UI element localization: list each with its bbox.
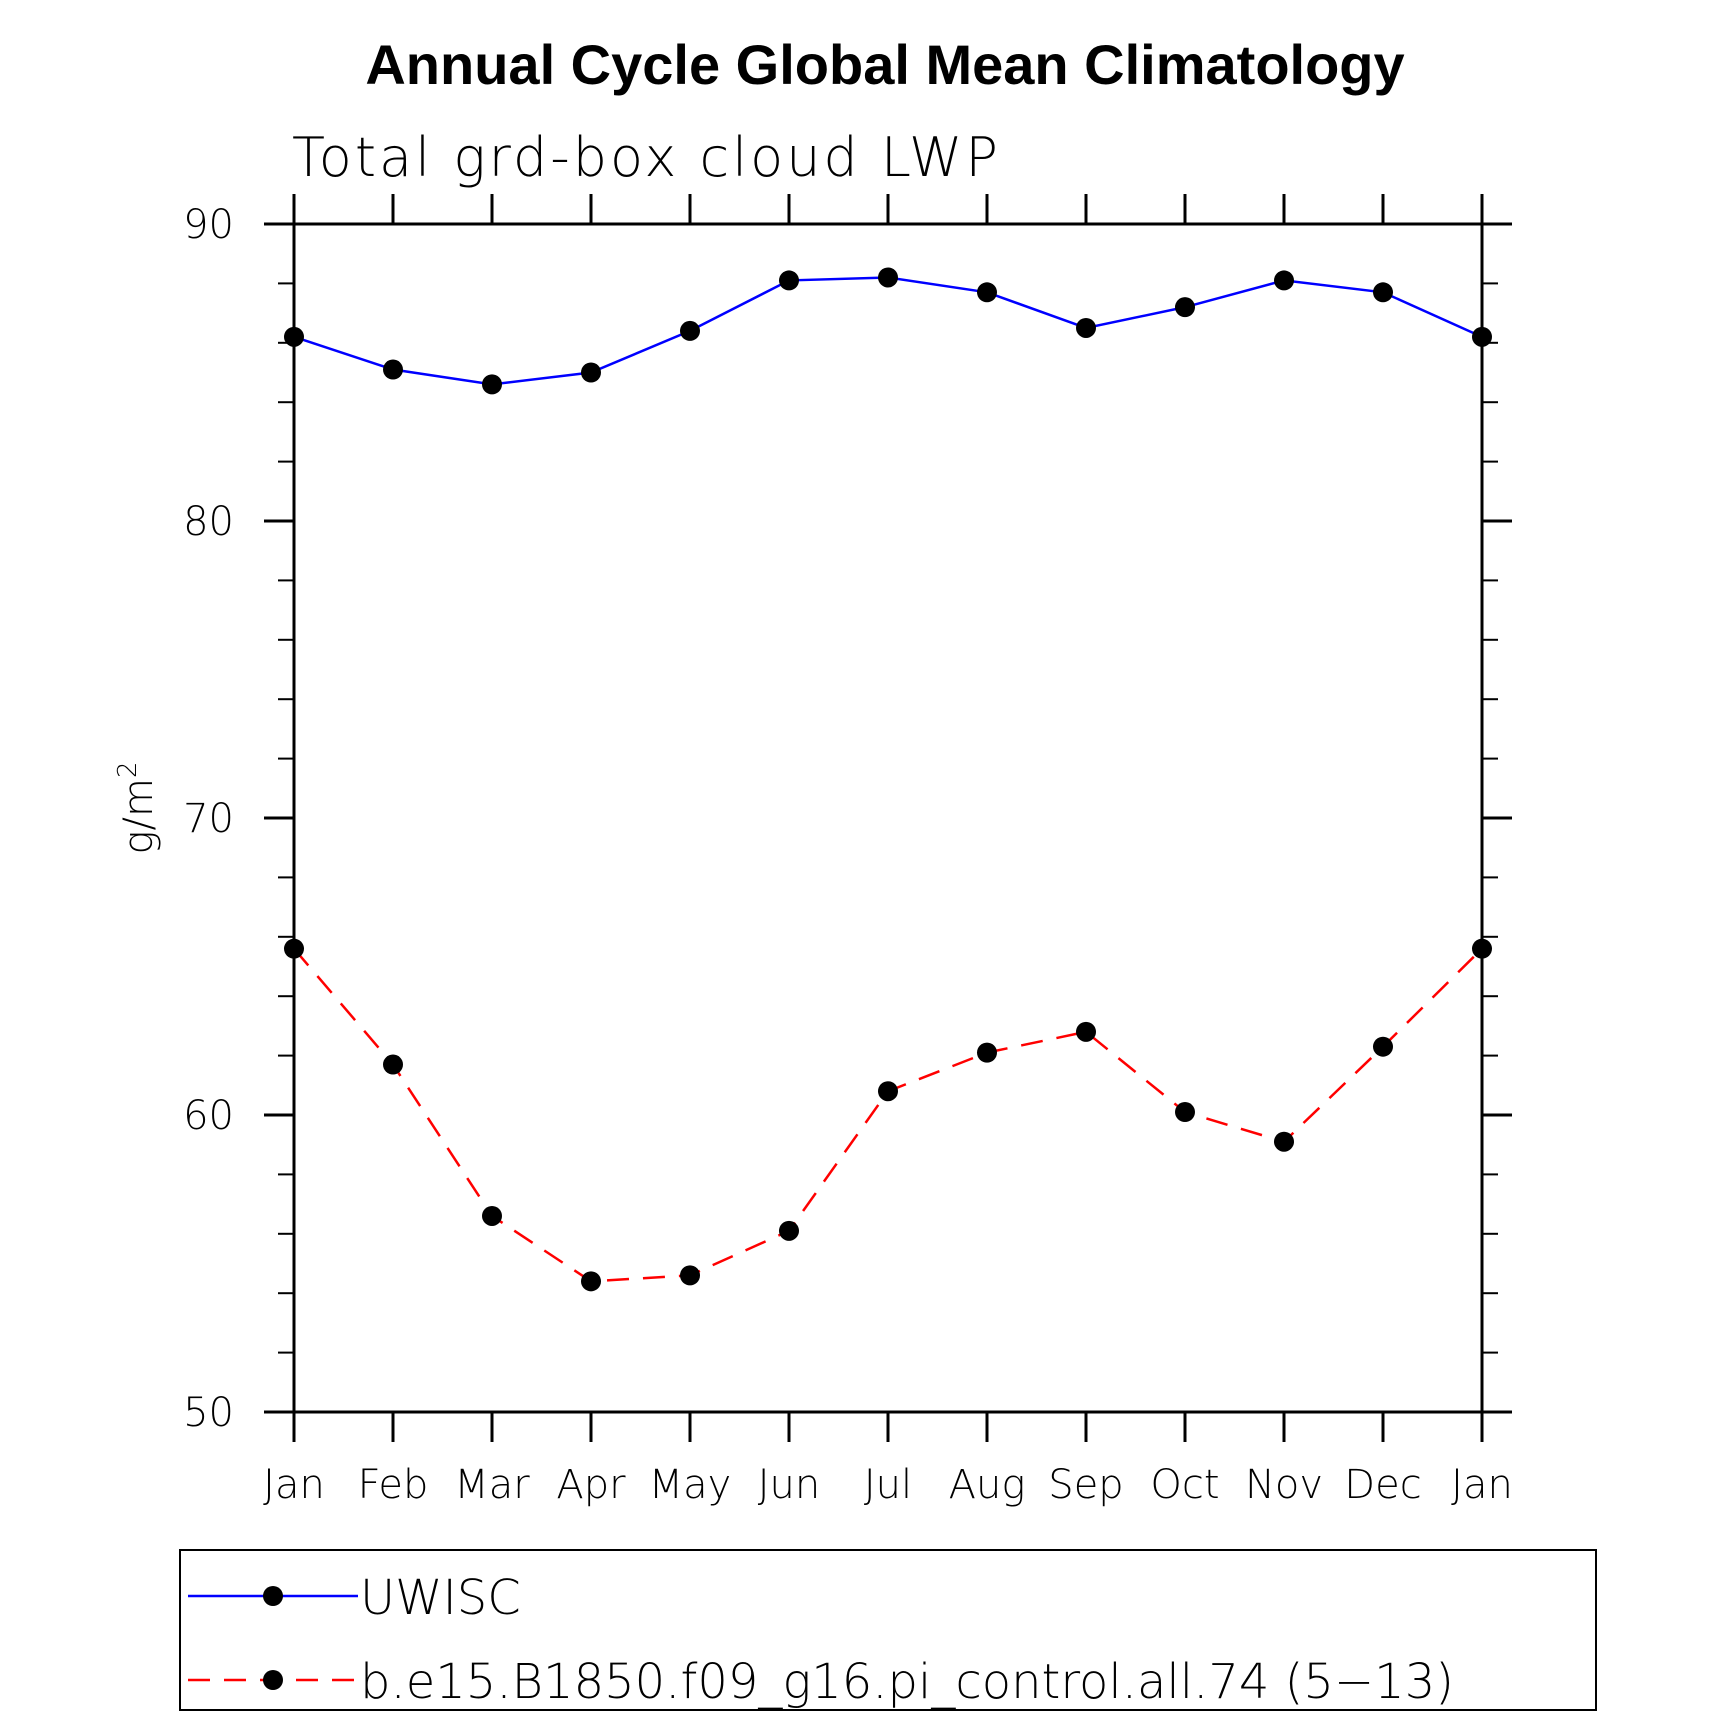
- y-axis-label: g/m2: [113, 762, 162, 855]
- series-2-point: [779, 1220, 799, 1241]
- y-tick-label: 60: [183, 1093, 234, 1139]
- series-1-point: [878, 267, 898, 288]
- legend-marker-1: [263, 1586, 283, 1606]
- series-line-2: [293, 947, 1483, 1283]
- series-1-point: [581, 362, 601, 383]
- y-tick-label: 70: [183, 796, 234, 842]
- series-1-point: [284, 326, 304, 347]
- series-2-point: [680, 1265, 700, 1286]
- series-1-point: [1373, 282, 1393, 303]
- x-tick-label: Jun: [758, 1462, 821, 1508]
- x-tick-label: Dec: [1344, 1462, 1421, 1508]
- series-1-point: [1175, 297, 1195, 318]
- chart-title: Annual Cycle Global Mean Climatology: [365, 33, 1404, 96]
- series-2-point: [284, 938, 304, 959]
- series-1-point: [383, 359, 403, 380]
- series-2-point: [977, 1042, 997, 1063]
- legend: UWISC b.e15.B1850.f09_g16.pi_control.all.…: [179, 1549, 1597, 1711]
- series-1-point: [482, 374, 502, 395]
- series-line-1: [293, 276, 1483, 386]
- series-1-point: [977, 282, 997, 303]
- x-tick-label: Feb: [358, 1462, 429, 1508]
- x-tick-label: May: [649, 1462, 732, 1508]
- series-1-point: [680, 320, 700, 341]
- axes-ticks: Jan Feb Mar Apr May Jun Jul Aug Sep Oct Nov Dec Jan 5…: [183, 194, 1513, 1508]
- series-2-point: [1472, 938, 1492, 959]
- x-tick-label: Sep: [1048, 1462, 1123, 1508]
- series-2-point: [1175, 1102, 1195, 1123]
- series-1-point: [1274, 270, 1294, 291]
- x-tick-label: Jan: [263, 1462, 325, 1508]
- legend-frame: [179, 1549, 1597, 1711]
- svg-text:g/m2: g/m2: [113, 762, 162, 855]
- series-1-point: [1076, 317, 1096, 338]
- series-2-point: [1373, 1036, 1393, 1057]
- x-tick-label: Aug: [949, 1462, 1026, 1508]
- chart-subtitle: Total grd-box cloud LWP: [292, 126, 1001, 189]
- series-2-point: [383, 1054, 403, 1075]
- y-tick-label: 80: [183, 499, 234, 545]
- y-tick-label: 50: [183, 1390, 234, 1436]
- series-2-point: [1076, 1021, 1096, 1042]
- y-axis-label-text: g/m: [116, 778, 162, 854]
- legend-label-1: UWISC: [360, 1570, 521, 1626]
- series-2-point: [581, 1271, 601, 1292]
- x-tick-label: Jan: [1451, 1462, 1513, 1508]
- series-2-point: [878, 1081, 898, 1102]
- legend-label-2: b.e15.B1850.f09_g16.pi_control.all.74 (5…: [360, 1654, 1454, 1710]
- x-tick-label: Apr: [556, 1462, 626, 1508]
- plot-area-frame: [292, 222, 1484, 1414]
- series-group: [284, 267, 1492, 1292]
- x-tick-label: Jul: [864, 1462, 912, 1508]
- legend-marker-2: [263, 1670, 283, 1690]
- x-tick-label: Oct: [1150, 1462, 1219, 1508]
- series-1-point: [779, 270, 799, 291]
- series-1-point: [1472, 326, 1492, 347]
- x-tick-label: Nov: [1245, 1462, 1323, 1508]
- series-2-point: [1274, 1131, 1294, 1152]
- series-2-point: [482, 1205, 502, 1226]
- y-tick-label: 90: [183, 202, 234, 248]
- y-axis-label-superscript: 2: [113, 762, 143, 779]
- x-tick-label: Mar: [454, 1462, 530, 1508]
